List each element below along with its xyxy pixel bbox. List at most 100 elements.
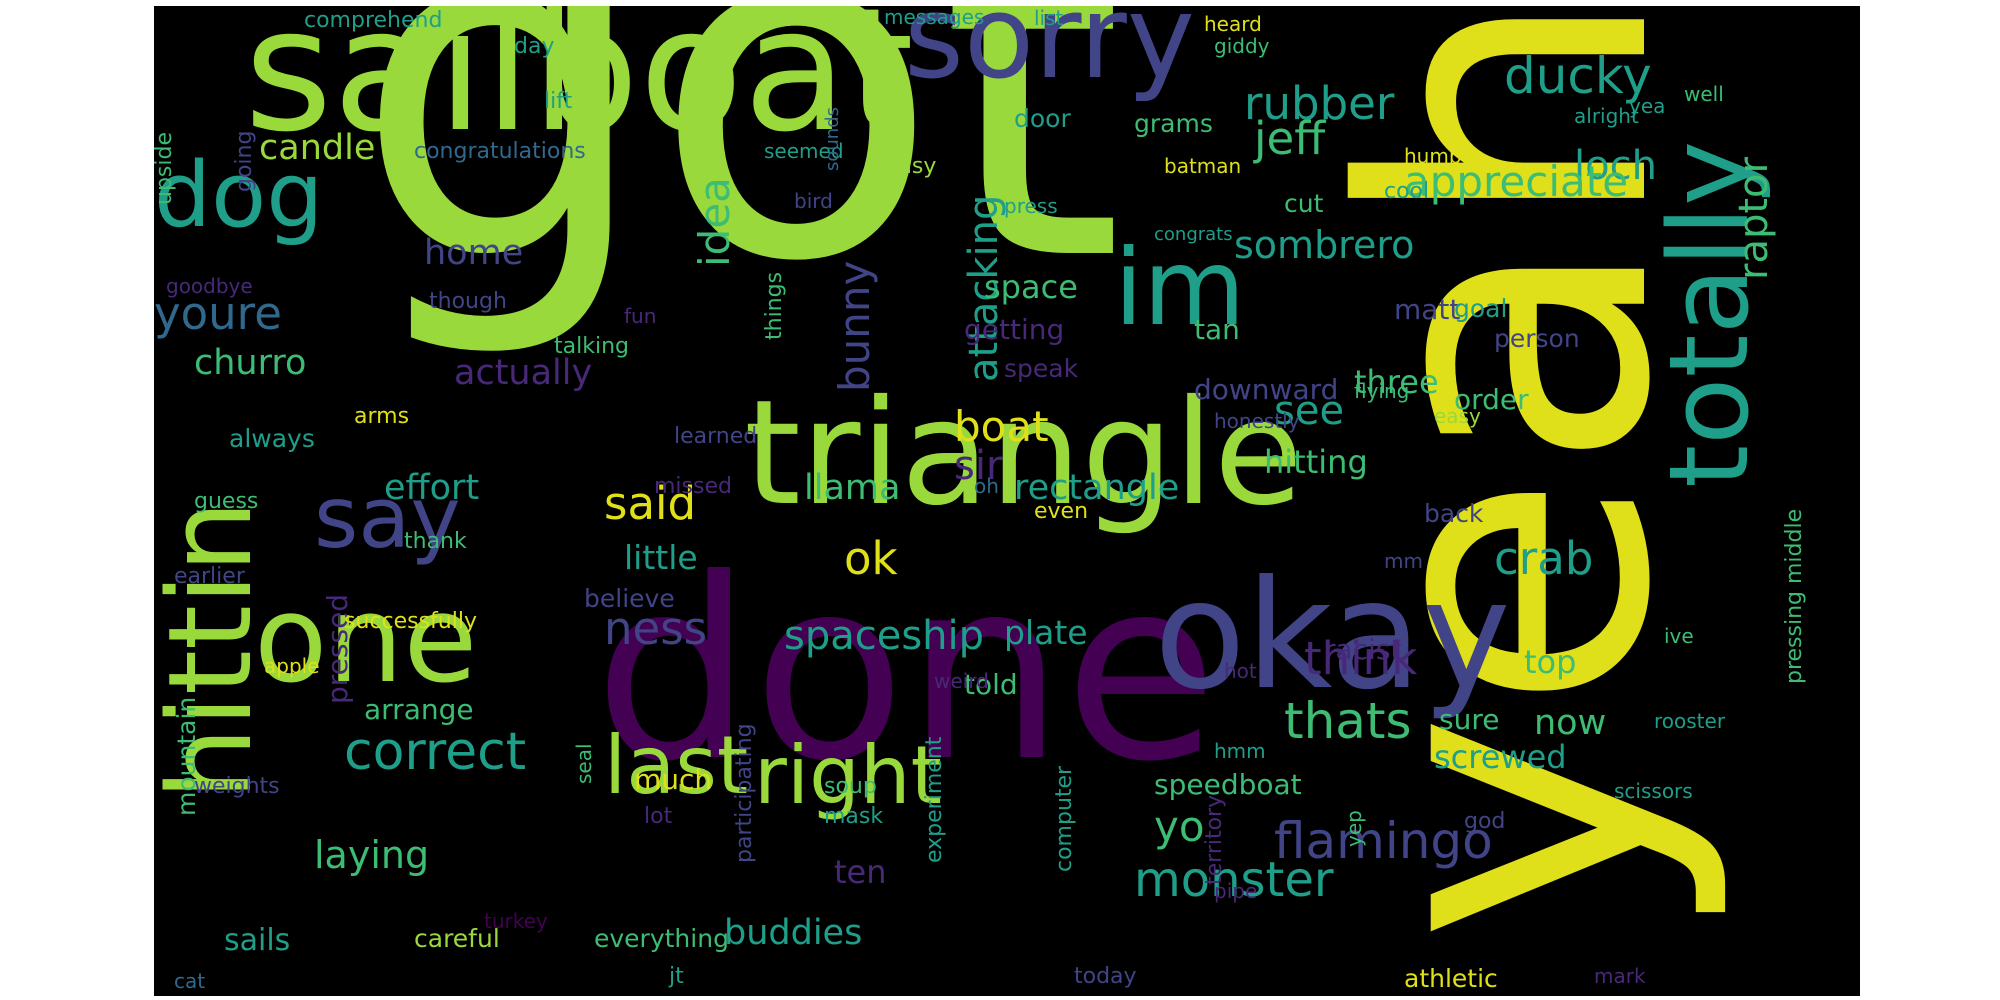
- word-ive: ive: [1664, 624, 1694, 648]
- word-sailboat: sailboat: [244, 6, 914, 170]
- word-pressing-middle: pressing middle: [1782, 508, 1807, 684]
- word-right: right: [754, 729, 942, 822]
- word-triangle: triangle: [744, 369, 1304, 538]
- word-successfully: successfully: [344, 609, 477, 634]
- word-say: say: [314, 469, 461, 568]
- word-flying: flying: [1354, 379, 1410, 403]
- word-congratulations: congratulations: [414, 139, 586, 164]
- word-ten: ten: [834, 853, 887, 891]
- word-messages: messages: [884, 6, 985, 29]
- word-things: things: [762, 272, 787, 341]
- word-little: little: [624, 538, 698, 577]
- word-cat: cat: [174, 969, 206, 993]
- word-experiment: experiment: [922, 736, 947, 863]
- word-learned: learned: [674, 424, 758, 449]
- word-apple: apple: [264, 654, 320, 678]
- word-participating: participating: [732, 723, 757, 863]
- word-jt: jt: [669, 964, 684, 989]
- word-mark: mark: [1594, 964, 1646, 988]
- word-person: person: [1494, 324, 1580, 353]
- word-plate: plate: [1004, 613, 1088, 652]
- word-easy: easy: [1434, 404, 1481, 428]
- word-territory: territory: [1202, 794, 1227, 885]
- word-batman: batman: [1164, 154, 1242, 178]
- word-rooster: rooster: [1654, 709, 1726, 733]
- word-speedboat: speedboat: [1154, 768, 1302, 801]
- word-flamingo: flamingo: [1274, 812, 1493, 870]
- word-sir: sir: [954, 443, 1003, 489]
- word-candle: candle: [259, 128, 376, 168]
- word-racist: racist: [1324, 633, 1402, 666]
- word-llama: llama: [804, 468, 901, 508]
- word-getting: getting: [964, 313, 1065, 346]
- word-seal: seal: [572, 743, 596, 784]
- word-cut: cut: [1284, 189, 1324, 218]
- word-scissors: scissors: [1614, 779, 1693, 803]
- word-turkey: turkey: [484, 909, 548, 933]
- word-hump: hump: [1404, 144, 1462, 168]
- word-cool: cool: [1384, 179, 1430, 204]
- word-buddies: buddies: [724, 913, 863, 953]
- word-mm: mm: [1384, 549, 1423, 573]
- word-said: said: [604, 477, 697, 530]
- word-guess: guess: [194, 489, 259, 514]
- word-churro: churro: [194, 343, 307, 383]
- word-day: day: [514, 34, 555, 59]
- word-screwed: screwed: [1434, 738, 1567, 776]
- word-everything: everything: [594, 924, 729, 953]
- word-boat: boat: [954, 402, 1049, 451]
- word-sure: sure: [1439, 703, 1500, 736]
- word-honestly: honestly: [1214, 409, 1300, 433]
- word-raptor: raptor: [1731, 157, 1777, 280]
- word-upside: upside: [154, 132, 177, 206]
- word-sounds: sounds: [822, 106, 843, 171]
- word-weird: weird: [934, 669, 989, 693]
- word-goodbye: goodbye: [166, 274, 253, 298]
- word-ram: ram: [449, 214, 485, 235]
- word-bird: bird: [794, 189, 833, 213]
- word-goal: goal: [1454, 294, 1508, 323]
- word-sails: sails: [224, 923, 291, 958]
- word-order: order: [1454, 383, 1529, 416]
- word-actually: actually: [454, 353, 593, 393]
- word-careful: careful: [414, 924, 500, 953]
- word-lot: lot: [644, 804, 673, 829]
- word-sombrero: sombrero: [1234, 223, 1415, 267]
- word-last: last: [604, 719, 749, 812]
- word-heard: heard: [1204, 12, 1262, 36]
- word-rectangle: rectangle: [1014, 468, 1180, 508]
- word-told: told: [964, 668, 1018, 701]
- word-earlier: earlier: [174, 564, 245, 589]
- word-arrange: arrange: [364, 693, 474, 726]
- word-well: well: [1684, 82, 1724, 106]
- word-speak: speak: [1004, 354, 1079, 383]
- word-giddy: giddy: [1214, 34, 1270, 58]
- word-tan: tan: [1194, 313, 1240, 346]
- word-going: going: [232, 130, 257, 192]
- word-home: home: [424, 233, 524, 273]
- word-mask: mask: [824, 804, 884, 829]
- word-think: think: [1304, 632, 1418, 685]
- word-bunny: bunny: [830, 260, 879, 392]
- word-jeff: jeff: [1254, 112, 1326, 165]
- word-done: done: [594, 525, 1218, 816]
- word-top: top: [1524, 643, 1577, 681]
- word-cloud: got yeah done sailboat triangle okay totally so…: [154, 6, 1860, 996]
- word-comprehend: comprehend: [304, 8, 443, 33]
- word-even: even: [1034, 499, 1089, 524]
- word-hitting: hitting: [1264, 443, 1368, 481]
- word-soup: soup: [824, 774, 877, 799]
- word-yo: yo: [1154, 802, 1205, 851]
- word-youre: youre: [154, 287, 282, 340]
- word-list: list: [1034, 6, 1064, 30]
- word-press: press: [1004, 194, 1058, 218]
- word-door: door: [1014, 104, 1071, 133]
- word-congrats: congrats: [1154, 224, 1233, 245]
- word-sorry: sorry: [904, 6, 1195, 105]
- word-idea: idea: [690, 176, 739, 267]
- word-seemed: seemed: [764, 139, 844, 163]
- word-believe: believe: [584, 584, 675, 613]
- word-lift: lift: [544, 89, 573, 114]
- word-okay: okay: [1154, 549, 1511, 723]
- word-arms: arms: [354, 404, 410, 429]
